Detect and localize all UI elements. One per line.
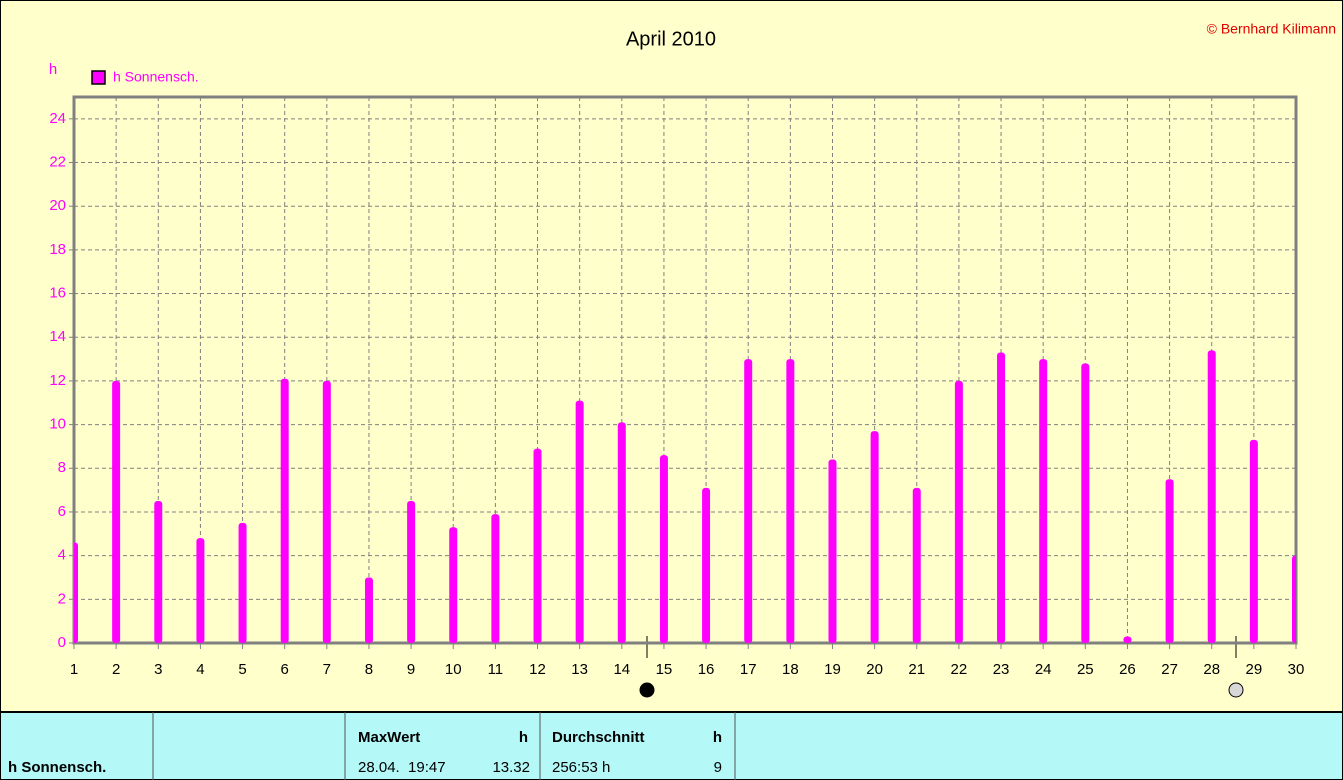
x-tick-label: 17 <box>740 661 757 678</box>
x-tick-label: 20 <box>866 661 883 678</box>
x-tick-label: 5 <box>238 661 246 678</box>
x-tick-label: 29 <box>1246 661 1263 678</box>
chart-title: April 2010 <box>626 28 716 50</box>
x-tick-label: 30 <box>1288 661 1305 678</box>
row-label: h Sonnensch. <box>8 759 106 776</box>
bar <box>1123 636 1132 643</box>
bar <box>407 501 416 643</box>
x-tick-label: 28 <box>1203 661 1220 678</box>
y-tick-label: 12 <box>49 372 66 389</box>
x-tick-label: 18 <box>782 661 799 678</box>
y-tick-label: 0 <box>58 634 66 651</box>
bar <box>196 538 205 643</box>
max-unit: h <box>519 729 528 746</box>
plot-frame <box>72 95 1298 645</box>
x-tick-label: 9 <box>407 661 415 678</box>
x-tick-label: 22 <box>951 661 968 678</box>
x-tick-label: 21 <box>908 661 925 678</box>
x-tick-label: 16 <box>698 661 715 678</box>
bar <box>112 380 121 643</box>
y-tick-label: 6 <box>58 503 66 520</box>
bar <box>702 487 711 643</box>
bar <box>491 514 500 643</box>
bar <box>659 455 668 643</box>
bar <box>364 577 373 643</box>
bar <box>1081 363 1090 643</box>
bar <box>912 487 921 643</box>
bar <box>74 542 78 643</box>
bar <box>617 422 626 643</box>
x-tick-label: 3 <box>154 661 162 678</box>
bar <box>828 459 837 643</box>
bar <box>533 448 542 643</box>
bar <box>1165 479 1174 643</box>
x-tick-label: 25 <box>1077 661 1094 678</box>
y-tick-label: 2 <box>58 590 66 607</box>
x-tick-label: 15 <box>656 661 673 678</box>
y-axis-label: h <box>49 61 57 78</box>
bar <box>744 359 753 643</box>
y-tick-label: 24 <box>49 110 66 127</box>
max-value: 13.32 <box>492 759 530 776</box>
bar <box>449 527 458 643</box>
y-tick-label: 16 <box>49 285 66 302</box>
avg-total: 256:53 h <box>552 759 610 776</box>
x-tick-label: 13 <box>571 661 588 678</box>
legend-label: h Sonnensch. <box>113 69 199 85</box>
bar <box>1249 439 1258 643</box>
bar <box>322 380 331 643</box>
summary-panel <box>0 711 1343 780</box>
max-date: 28.04. 19:47 <box>358 759 446 776</box>
x-tick-label: 12 <box>529 661 546 678</box>
y-tick-label: 4 <box>58 547 66 564</box>
new-moon-icon <box>639 682 655 698</box>
bar <box>1292 555 1296 643</box>
x-tick-label: 11 <box>488 661 504 678</box>
bars <box>74 350 1296 643</box>
bar <box>954 380 963 643</box>
x-tick-label: 23 <box>993 661 1010 678</box>
bar <box>575 400 584 643</box>
y-tick-label: 14 <box>49 328 66 345</box>
y-tick-label: 8 <box>58 459 66 476</box>
x-tick-label: 2 <box>112 661 120 678</box>
full-moon-icon <box>1228 682 1244 698</box>
bar <box>238 522 247 643</box>
x-tick-label: 8 <box>365 661 373 678</box>
bar <box>154 501 163 643</box>
bar <box>280 378 289 643</box>
avg-value: 9 <box>714 759 722 776</box>
x-tick-label: 27 <box>1161 661 1178 678</box>
bar <box>1207 350 1216 643</box>
x-tick-label: 26 <box>1119 661 1136 678</box>
x-tick-label: 24 <box>1035 661 1052 678</box>
bar <box>786 359 795 643</box>
legend-swatch <box>91 70 106 85</box>
x-tick-label: 6 <box>281 661 289 678</box>
bar <box>1039 359 1048 643</box>
x-tick-label: 7 <box>323 661 331 678</box>
bar <box>997 352 1006 643</box>
y-tick-label: 20 <box>49 197 66 214</box>
x-tick-label: 10 <box>445 661 462 678</box>
x-tick-label: 1 <box>70 661 78 678</box>
x-tick-label: 19 <box>824 661 841 678</box>
y-tick-label: 18 <box>49 241 66 258</box>
max-header: MaxWert <box>358 729 420 746</box>
y-tick-label: 22 <box>49 153 66 170</box>
bar <box>870 431 879 643</box>
y-tick-label: 10 <box>49 416 66 433</box>
avg-unit: h <box>713 729 722 746</box>
copyright: © Bernhard Kilimann <box>1207 21 1336 37</box>
x-tick-label: 4 <box>196 661 204 678</box>
avg-header: Durchschnitt <box>552 729 645 746</box>
x-tick-label: 14 <box>613 661 630 678</box>
